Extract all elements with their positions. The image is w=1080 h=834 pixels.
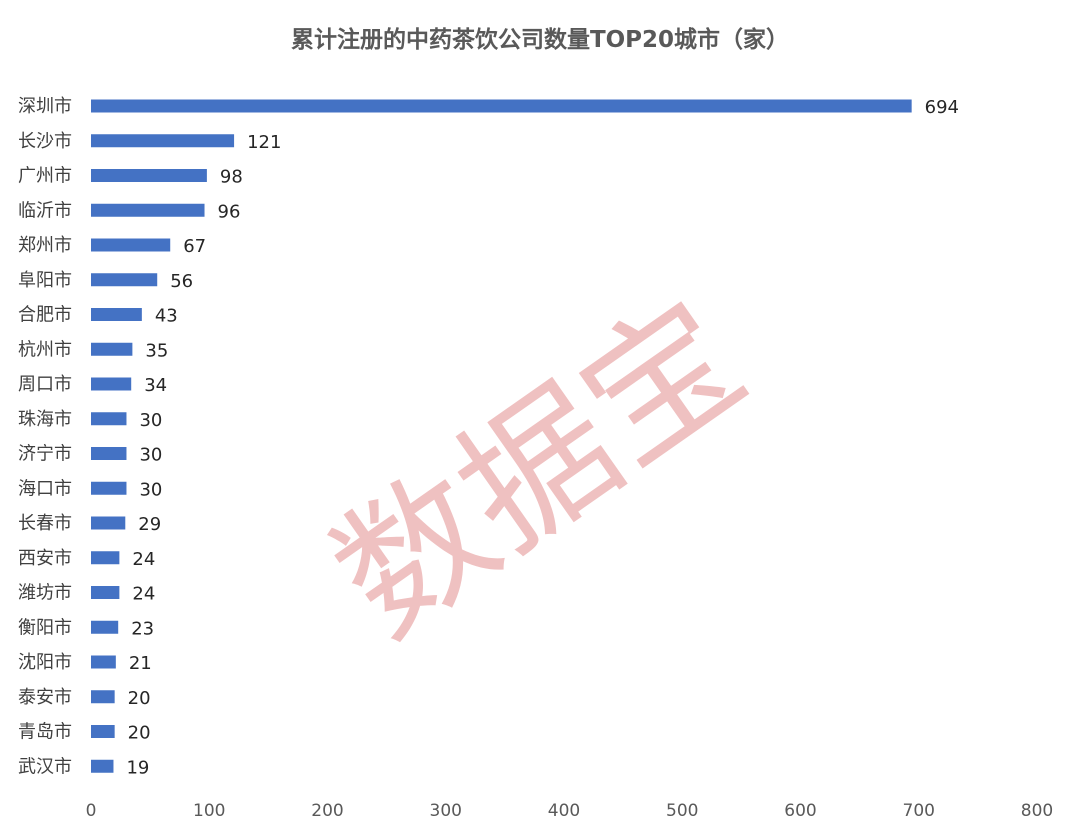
category-label-13: 西安市: [18, 548, 72, 569]
x-tick-label-5: 500: [666, 801, 698, 821]
category-label-2: 广州市: [18, 166, 72, 187]
value-label-6: 43: [155, 306, 178, 327]
category-label-19: 武汉市: [18, 756, 72, 777]
value-label-19: 19: [126, 757, 149, 778]
bar-2: [91, 169, 207, 182]
bar-12: [91, 516, 126, 530]
x-tick-label-8: 800: [1021, 801, 1053, 821]
value-label-5: 56: [170, 271, 193, 292]
bar-6: [91, 308, 142, 321]
category-label-18: 青岛市: [18, 722, 72, 743]
category-label-15: 衡阳市: [18, 617, 72, 638]
bar-9: [91, 412, 127, 426]
category-label-9: 珠海市: [18, 409, 72, 430]
category-labels: 深圳市长沙市广州市临沂市郑州市阜阳市合肥市杭州市周口市珠海市济宁市海口市长春市西…: [18, 96, 72, 777]
chart-title: 累计注册的中药茶饮公司数量TOP20城市（家）: [291, 26, 789, 53]
value-label-11: 30: [139, 479, 162, 500]
x-tick-label-3: 300: [430, 801, 462, 821]
bars-group: [91, 99, 912, 773]
category-label-7: 杭州市: [18, 339, 72, 360]
value-label-0: 694: [925, 97, 959, 118]
category-label-8: 周口市: [18, 374, 72, 395]
watermark: 数据宝: [305, 269, 773, 670]
x-tick-label-6: 600: [784, 801, 816, 821]
bar-0: [91, 99, 912, 113]
bar-14: [91, 586, 120, 599]
category-label-10: 济宁市: [18, 444, 72, 465]
bar-10: [91, 447, 127, 460]
x-tick-label-7: 700: [903, 801, 935, 821]
bar-13: [91, 551, 120, 565]
value-label-15: 23: [131, 618, 154, 639]
bar-4: [91, 238, 171, 252]
category-label-14: 潍坊市: [18, 583, 72, 604]
value-label-17: 20: [128, 688, 151, 709]
value-label-1: 121: [247, 132, 281, 153]
bar-17: [91, 690, 115, 704]
bar-3: [91, 203, 205, 217]
category-label-12: 长春市: [18, 513, 72, 534]
bar-8: [91, 377, 132, 391]
value-label-18: 20: [128, 723, 151, 744]
x-tick-label-4: 400: [548, 801, 580, 821]
value-label-14: 24: [132, 584, 155, 605]
value-label-8: 34: [144, 375, 167, 396]
bar-16: [91, 655, 116, 669]
value-label-4: 67: [183, 236, 206, 257]
category-label-0: 深圳市: [18, 96, 72, 117]
value-label-2: 98: [220, 167, 243, 188]
category-label-11: 海口市: [18, 478, 72, 499]
bar-7: [91, 342, 133, 356]
value-label-7: 35: [145, 340, 168, 361]
x-tick-label-2: 200: [311, 801, 343, 821]
value-label-9: 30: [139, 410, 162, 431]
bar-18: [91, 725, 115, 738]
value-label-13: 24: [132, 549, 155, 570]
x-tick-label-0: 0: [86, 801, 97, 821]
value-label-16: 21: [129, 653, 152, 674]
category-label-4: 郑州市: [18, 235, 72, 256]
bar-5: [91, 273, 158, 287]
x-axis-ticks: 0 100 200 300 400 500 600 700 800: [86, 801, 1054, 821]
x-tick-label-1: 100: [193, 801, 225, 821]
value-label-10: 30: [139, 445, 162, 466]
category-label-1: 长沙市: [18, 131, 72, 152]
category-label-16: 沈阳市: [18, 652, 72, 673]
category-label-5: 阜阳市: [18, 270, 72, 291]
bar-19: [91, 759, 114, 773]
value-label-12: 29: [138, 514, 161, 535]
bar-1: [91, 134, 235, 148]
watermark-text: 数据宝: [305, 269, 773, 670]
bar-15: [91, 620, 119, 634]
value-label-3: 96: [218, 201, 241, 222]
category-label-6: 合肥市: [18, 305, 72, 326]
category-label-17: 泰安市: [18, 687, 72, 708]
category-label-3: 临沂市: [18, 200, 72, 221]
bar-11: [91, 481, 127, 495]
